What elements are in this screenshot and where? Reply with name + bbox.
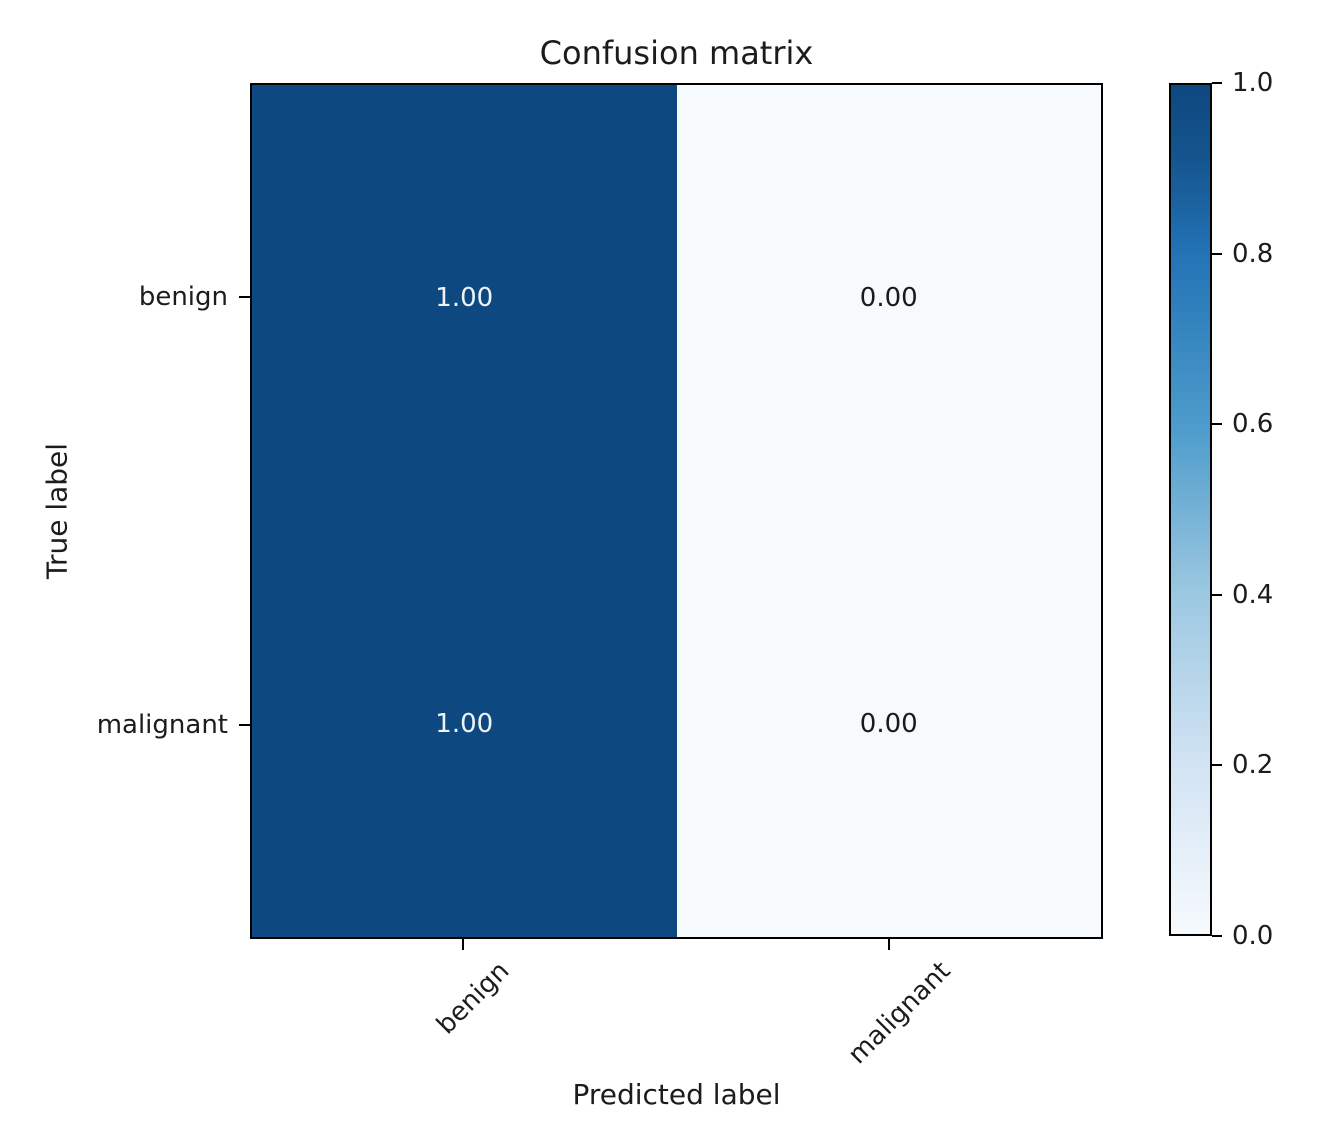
y-tick-label-benign: benign [138,282,228,312]
colorbar [1169,83,1212,936]
x-tick-mark [462,939,464,950]
colorbar-tick-mark [1212,593,1222,596]
colorbar-tick-mark [1212,252,1222,255]
y-tick-label-malignant: malignant [96,710,228,740]
colorbar-tick-mark [1212,82,1222,84]
y-tick-mark [239,724,250,726]
colorbar-tick-mark [1212,764,1222,767]
colorbar-tick-label: 0.2 [1232,750,1274,781]
heatmap-cell: 0.00 [676,85,1101,511]
x-tick-label-benign: benign [431,956,516,1041]
x-axis-label: Predicted label [572,1078,781,1111]
colorbar-tick-label: 0.8 [1232,238,1274,269]
colorbar-tick-mark [1212,935,1222,937]
y-tick-mark [239,296,250,298]
colorbar-tick-label: 0.4 [1232,579,1274,610]
x-tick-label-malignant: malignant [842,956,957,1071]
heatmap-cell: 0.00 [676,511,1101,937]
colorbar-tick-label: 0.0 [1232,921,1274,951]
heatmap-plot-area: 1.00 0.00 1.00 0.00 [250,83,1103,939]
chart-title: Confusion matrix [539,34,814,72]
colorbar-tick-label: 1.0 [1232,68,1274,98]
x-tick-mark [888,939,890,950]
colorbar-tick-label: 0.6 [1232,409,1274,440]
colorbar-tick-mark [1212,423,1222,426]
heatmap-cell: 1.00 [252,511,677,937]
y-axis-label: True label [40,442,74,580]
heatmap-cell: 1.00 [252,85,677,511]
